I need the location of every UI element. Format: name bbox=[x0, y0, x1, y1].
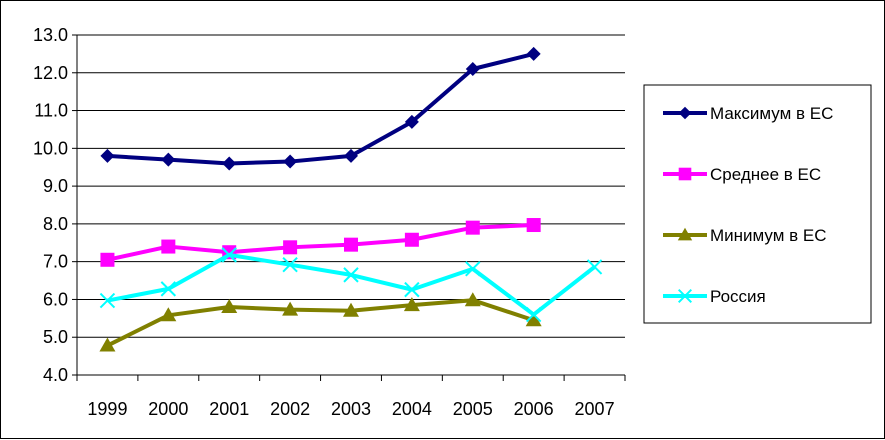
x-tick-label: 2001 bbox=[209, 399, 249, 419]
x-tick-label: 2006 bbox=[514, 399, 554, 419]
data-point-triangle bbox=[282, 301, 299, 316]
series-2 bbox=[100, 218, 541, 267]
legend-label: Минимум в ЕС bbox=[710, 226, 827, 245]
data-point-square bbox=[678, 167, 692, 181]
data-point-diamond bbox=[100, 148, 115, 163]
x-tick-label: 2002 bbox=[270, 399, 310, 419]
data-point-triangle bbox=[525, 312, 542, 327]
data-point-triangle bbox=[677, 227, 693, 241]
axes bbox=[72, 34, 626, 381]
data-point-diamond bbox=[465, 62, 480, 76]
x-tick-labels: 1999 2000 2001 2002 2003 2004 2005 2006 2007 bbox=[87, 399, 614, 419]
legend-entry: Среднее в ЕС bbox=[663, 165, 821, 184]
legend-label: Максимум в ЕС bbox=[710, 104, 833, 123]
data-point-triangle bbox=[343, 302, 359, 317]
data-point-x bbox=[586, 259, 603, 275]
gridlines bbox=[77, 34, 625, 338]
series-line bbox=[107, 223, 534, 262]
data-point-x bbox=[282, 256, 298, 273]
series-group bbox=[99, 46, 603, 352]
y-tick-label: 6.0 bbox=[43, 289, 68, 309]
data-point-x bbox=[343, 267, 359, 283]
legend-entry: Минимум в ЕС bbox=[663, 226, 827, 245]
data-point-square bbox=[161, 239, 176, 254]
data-point-triangle bbox=[221, 299, 238, 313]
data-point-diamond bbox=[344, 148, 358, 163]
legend-entry: Максимум в ЕС bbox=[663, 104, 833, 123]
legend: Максимум в ЕС Среднее в ЕС Минимум в ЕС Рос… bbox=[643, 84, 872, 324]
legend-box bbox=[643, 84, 872, 324]
data-point-x bbox=[677, 288, 693, 304]
data-point-x bbox=[465, 261, 481, 277]
y-tick-label: 7.0 bbox=[43, 252, 68, 272]
y-tick-label: 5.0 bbox=[43, 327, 68, 347]
data-point-square bbox=[283, 240, 298, 255]
series-line bbox=[106, 298, 535, 348]
y-tick-label: 13.0 bbox=[33, 25, 68, 45]
y-tick-label: 8.0 bbox=[43, 214, 68, 234]
x-tick-label: 2003 bbox=[331, 399, 371, 419]
x-tick-label: 2000 bbox=[148, 399, 188, 419]
y-tick-label: 9.0 bbox=[43, 176, 68, 196]
data-point-diamond bbox=[283, 154, 298, 169]
series-line bbox=[107, 51, 535, 166]
y-tick-label: 11.0 bbox=[34, 101, 68, 121]
data-point-square bbox=[465, 220, 480, 235]
x-tick-label: 2004 bbox=[392, 399, 432, 419]
legend-label: Среднее в ЕС bbox=[710, 165, 821, 184]
y-tick-label: 12.0 bbox=[33, 63, 68, 83]
data-point-triangle bbox=[403, 297, 420, 312]
series-1 bbox=[100, 46, 541, 171]
data-point-x bbox=[221, 247, 237, 263]
legend-entry: Россия bbox=[663, 287, 766, 306]
series-3 bbox=[99, 292, 542, 352]
data-point-triangle bbox=[160, 307, 177, 322]
data-point-square bbox=[344, 237, 358, 252]
data-point-diamond bbox=[526, 46, 541, 61]
data-point-square bbox=[526, 218, 541, 233]
data-point-diamond bbox=[222, 156, 237, 171]
data-point-square bbox=[100, 252, 115, 267]
x-tick-label: 2005 bbox=[453, 399, 493, 419]
y-tick-label: 10.0 bbox=[33, 138, 68, 158]
data-point-x bbox=[525, 306, 542, 323]
data-point-triangle bbox=[99, 337, 116, 352]
data-point-diamond bbox=[404, 114, 419, 129]
y-tick-labels: 4.0 5.0 6.0 7.0 8.0 9.0 10.0 11.0 12.0 13.0 bbox=[33, 25, 68, 385]
x-tick-label: 2007 bbox=[575, 399, 615, 419]
data-point-square bbox=[404, 232, 419, 247]
data-point-x bbox=[160, 281, 177, 297]
y-tick-label: 4.0 bbox=[43, 365, 68, 385]
x-tick-label: 1999 bbox=[87, 399, 127, 419]
data-point-triangle bbox=[464, 292, 481, 307]
series-4 bbox=[99, 247, 603, 323]
data-point-diamond bbox=[161, 152, 176, 167]
data-point-x bbox=[99, 292, 116, 309]
legend-label: Россия bbox=[710, 287, 766, 306]
data-point-x bbox=[404, 281, 420, 298]
data-point-diamond bbox=[678, 106, 692, 120]
